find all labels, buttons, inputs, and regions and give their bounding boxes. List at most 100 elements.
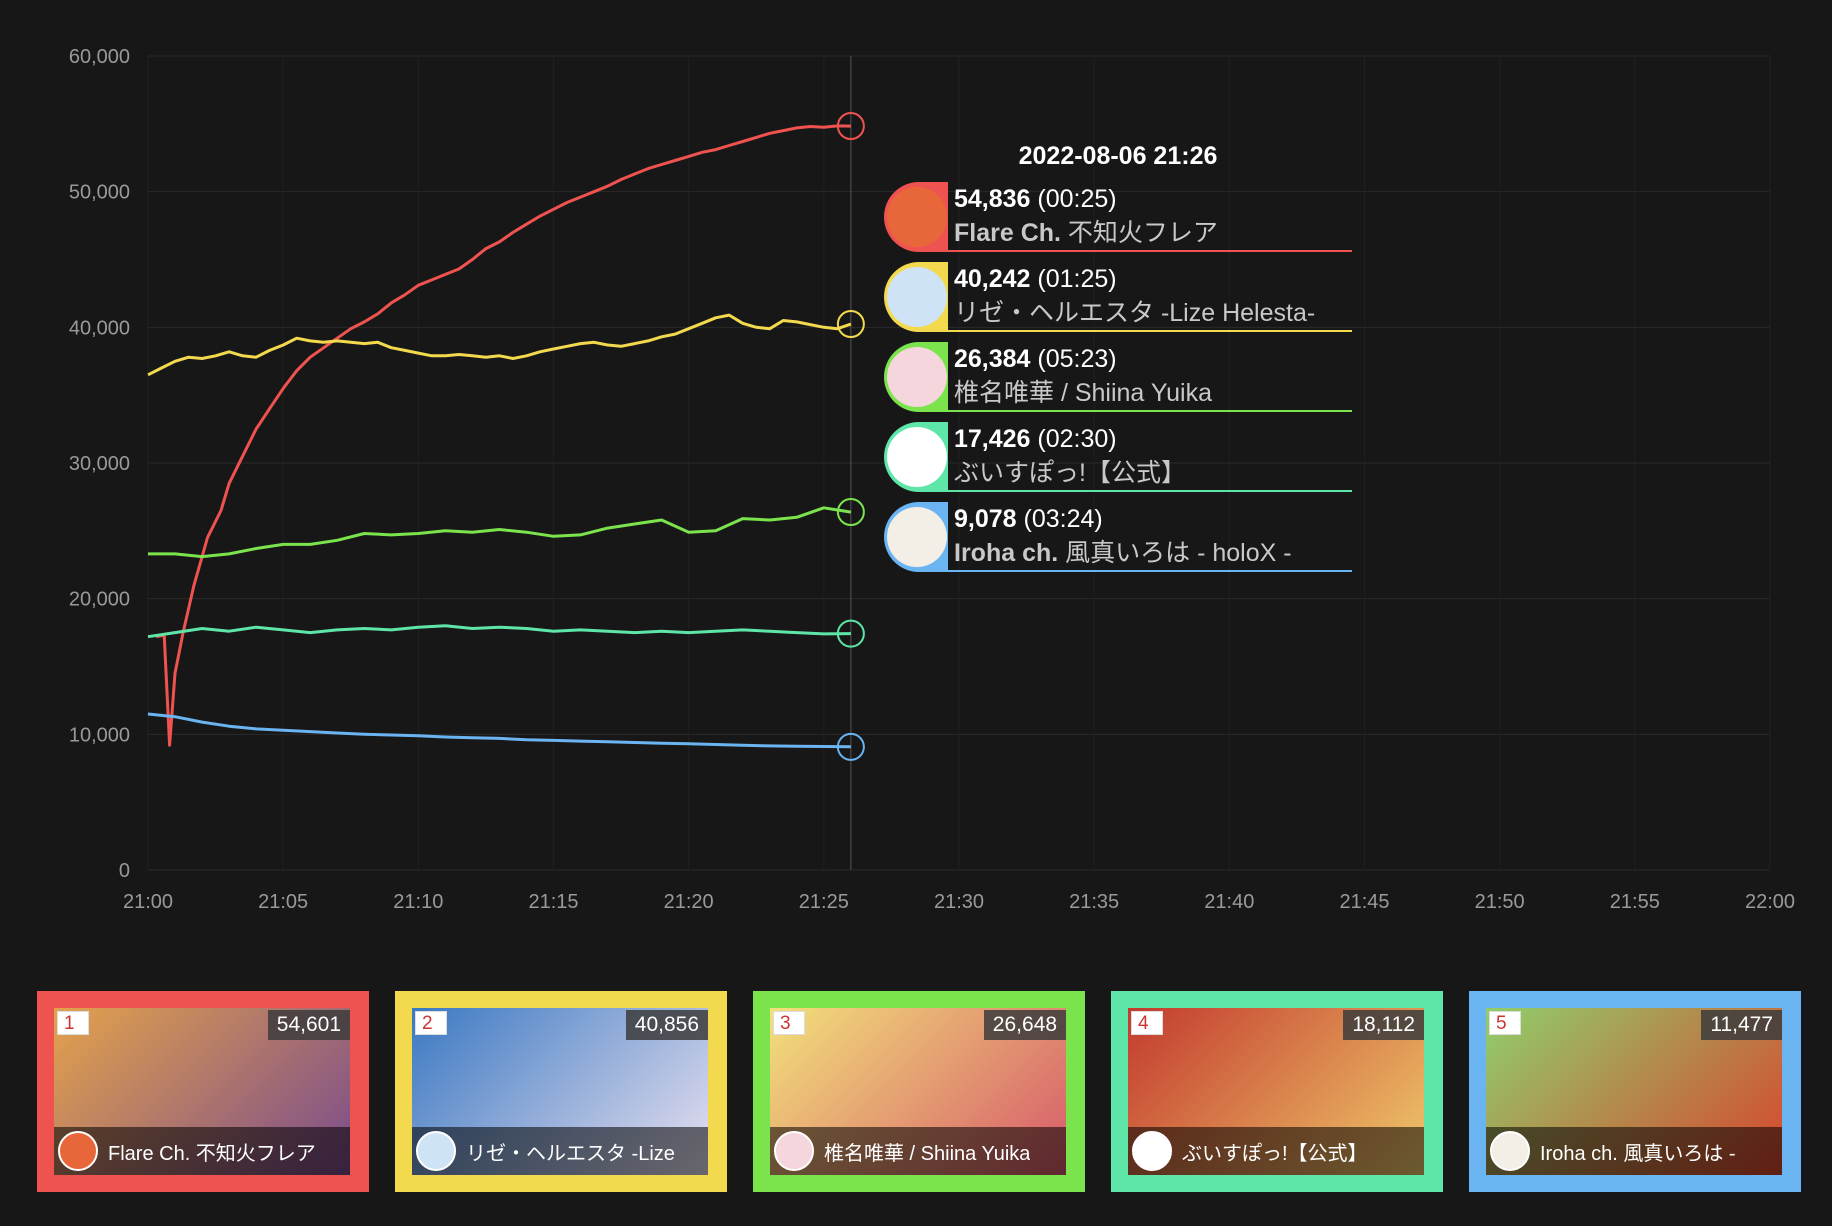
tooltip-channel-name: ぶいすぽっ!【公式】 — [954, 459, 1186, 487]
y-tick-label: 0 — [119, 860, 130, 882]
tooltip-value: 54,836 — [954, 185, 1031, 213]
channel-name: ぶいすぽっ!【公式】 — [1182, 1142, 1368, 1165]
y-tick-label: 30,000 — [69, 453, 130, 475]
ranking-card-3[interactable]: 3 26,648 椎名唯華 / Shiina Yuika — [753, 991, 1085, 1192]
x-tick-label: 21:55 — [1610, 891, 1660, 913]
tooltip-row: 54,836 (00:25) Flare Ch. 不知火フレア — [884, 182, 1352, 260]
series-line-2 — [147, 313, 852, 377]
avatar — [1490, 1131, 1530, 1171]
x-axis-ticks: 21:00 21:05 21:10 21:15 21:20 21:25 21:30 21:35… — [123, 891, 1795, 913]
rank-badge: 3 — [773, 1011, 805, 1035]
avatar — [1132, 1131, 1172, 1171]
tooltip-channel-bold: Flare Ch. — [954, 219, 1061, 247]
ranking-card-2[interactable]: 2 40,856 リゼ・ヘルエスタ -Lize — [395, 991, 727, 1192]
card-channel-bar: Iroha ch. 風真いろは - — [1486, 1127, 1782, 1175]
x-tick-label: 21:20 — [664, 891, 714, 913]
y-tick-label: 60,000 — [69, 46, 130, 68]
x-tick-label: 21:15 — [528, 891, 578, 913]
avatar — [416, 1131, 456, 1171]
ranking-card-1[interactable]: 1 54,601 Flare Ch. 不知火フレア — [37, 991, 369, 1192]
tooltip-duration: (02:30) — [1037, 425, 1117, 453]
avatar — [887, 187, 947, 247]
series-line-1 — [155, 124, 851, 747]
tooltip-value: 17,426 — [954, 425, 1031, 453]
chart-grid — [147, 55, 1771, 871]
series-marker-5[interactable] — [836, 732, 865, 761]
series-marker-3[interactable] — [836, 498, 865, 527]
card-channel-bar: 椎名唯華 / Shiina Yuika — [770, 1127, 1066, 1175]
tooltip-value: 9,078 — [954, 505, 1017, 533]
viewer-count: 40,856 — [625, 1010, 708, 1040]
tooltip-text: 40,242 (01:25) リゼ・ヘルエスタ -Lize Helesta- — [948, 262, 1352, 332]
tooltip-avatar — [884, 262, 948, 332]
tooltip-row: 17,426 (02:30) ぶいすぽっ!【公式】 — [884, 422, 1352, 500]
x-tick-label: 21:25 — [799, 891, 849, 913]
series-marker-2[interactable] — [836, 310, 865, 339]
tooltip-row: 40,242 (01:25) リゼ・ヘルエスタ -Lize Helesta- — [884, 262, 1352, 340]
tooltip-duration: (01:25) — [1037, 265, 1117, 293]
tooltip-text: 54,836 (00:25) Flare Ch. 不知火フレア — [948, 182, 1352, 252]
card-channel-bar: Flare Ch. 不知火フレア — [54, 1127, 350, 1175]
channel-name: 椎名唯華 / Shiina Yuika — [824, 1142, 1031, 1165]
series-line-5 — [147, 712, 851, 749]
tooltip-channel-name: 風真いろは - holoX - — [1058, 539, 1292, 567]
y-tick-label: 50,000 — [69, 182, 130, 204]
series-marker-4[interactable] — [836, 619, 865, 648]
x-tick-label: 21:10 — [393, 891, 443, 913]
chart-series — [147, 124, 852, 749]
tooltip-row: 9,078 (03:24) Iroha ch. 風真いろは - holoX - — [884, 502, 1352, 580]
card-channel-bar: リゼ・ヘルエスタ -Lize — [412, 1127, 708, 1175]
x-tick-label: 22:00 — [1745, 891, 1795, 913]
y-tick-label: 20,000 — [69, 589, 130, 611]
viewer-count: 26,648 — [983, 1010, 1066, 1040]
tooltip-duration: (00:25) — [1037, 185, 1117, 213]
tooltip-text: 26,384 (05:23) 椎名唯華 / Shiina Yuika — [948, 342, 1352, 412]
channel-name: Flare Ch. 不知火フレア — [108, 1142, 316, 1165]
x-tick-label: 21:35 — [1069, 891, 1119, 913]
tooltip-avatar — [884, 422, 948, 492]
tooltip-channel-bold: Iroha ch. — [954, 539, 1059, 567]
x-tick-label: 21:45 — [1339, 891, 1389, 913]
y-axis-ticks: 0 10,000 20,000 30,000 40,000 50,000 60,000 — [69, 46, 130, 882]
ranking-card-5[interactable]: 5 11,477 Iroha ch. 風真いろは - — [1469, 991, 1801, 1192]
tooltip-value: 26,384 — [954, 345, 1031, 373]
y-tick-label: 40,000 — [69, 317, 130, 339]
rank-badge: 5 — [1489, 1011, 1521, 1035]
series-marker-1[interactable] — [836, 112, 865, 141]
x-tick-label: 21:00 — [123, 891, 173, 913]
tooltip-avatar — [884, 182, 948, 252]
rank-badge: 4 — [1131, 1011, 1163, 1035]
series-line-3 — [148, 506, 852, 559]
tooltip-avatar — [884, 502, 948, 572]
channel-name: Iroha ch. 風真いろは - — [1540, 1142, 1736, 1165]
y-tick-label: 10,000 — [69, 724, 130, 746]
avatar — [887, 507, 947, 567]
avatar — [774, 1131, 814, 1171]
tooltip-channel-name: 椎名唯華 / Shiina Yuika — [954, 379, 1212, 407]
avatar — [887, 267, 947, 327]
viewer-count: 11,477 — [1701, 1010, 1782, 1040]
ranking-card-4[interactable]: 4 18,112 ぶいすぽっ!【公式】 — [1111, 991, 1443, 1192]
tooltip-channel-name: 不知火フレア — [1060, 219, 1218, 247]
tooltip-duration: (03:24) — [1023, 505, 1103, 533]
x-tick-label: 21:30 — [934, 891, 984, 913]
tooltip-avatar — [884, 342, 948, 412]
rank-badge: 2 — [415, 1011, 447, 1035]
x-tick-label: 21:40 — [1204, 891, 1254, 913]
x-tick-label: 21:50 — [1475, 891, 1525, 913]
chart-tooltip: 2022-08-06 21:26 54,836 (00:25) Flare Ch.… — [884, 138, 1352, 582]
viewer-count: 18,112 — [1343, 1010, 1424, 1040]
channel-name: リゼ・ヘルエスタ -Lize — [466, 1142, 675, 1165]
tooltip-text: 17,426 (02:30) ぶいすぽっ!【公式】 — [948, 422, 1352, 492]
tooltip-duration: (05:23) — [1037, 345, 1117, 373]
tooltip-row: 26,384 (05:23) 椎名唯華 / Shiina Yuika — [884, 342, 1352, 420]
viewer-count: 54,601 — [267, 1010, 350, 1040]
tooltip-title: 2022-08-06 21:26 — [1018, 142, 1218, 170]
series-line-4 — [147, 624, 851, 639]
card-channel-bar: ぶいすぽっ!【公式】 — [1128, 1127, 1424, 1175]
chart-markers — [836, 112, 865, 761]
x-tick-label: 21:05 — [258, 891, 308, 913]
avatar — [887, 427, 947, 487]
line-chart: 0 10,000 20,000 30,000 40,000 50,000 60,000 21… — [69, 46, 1795, 913]
tooltip-value: 40,242 — [954, 265, 1031, 293]
